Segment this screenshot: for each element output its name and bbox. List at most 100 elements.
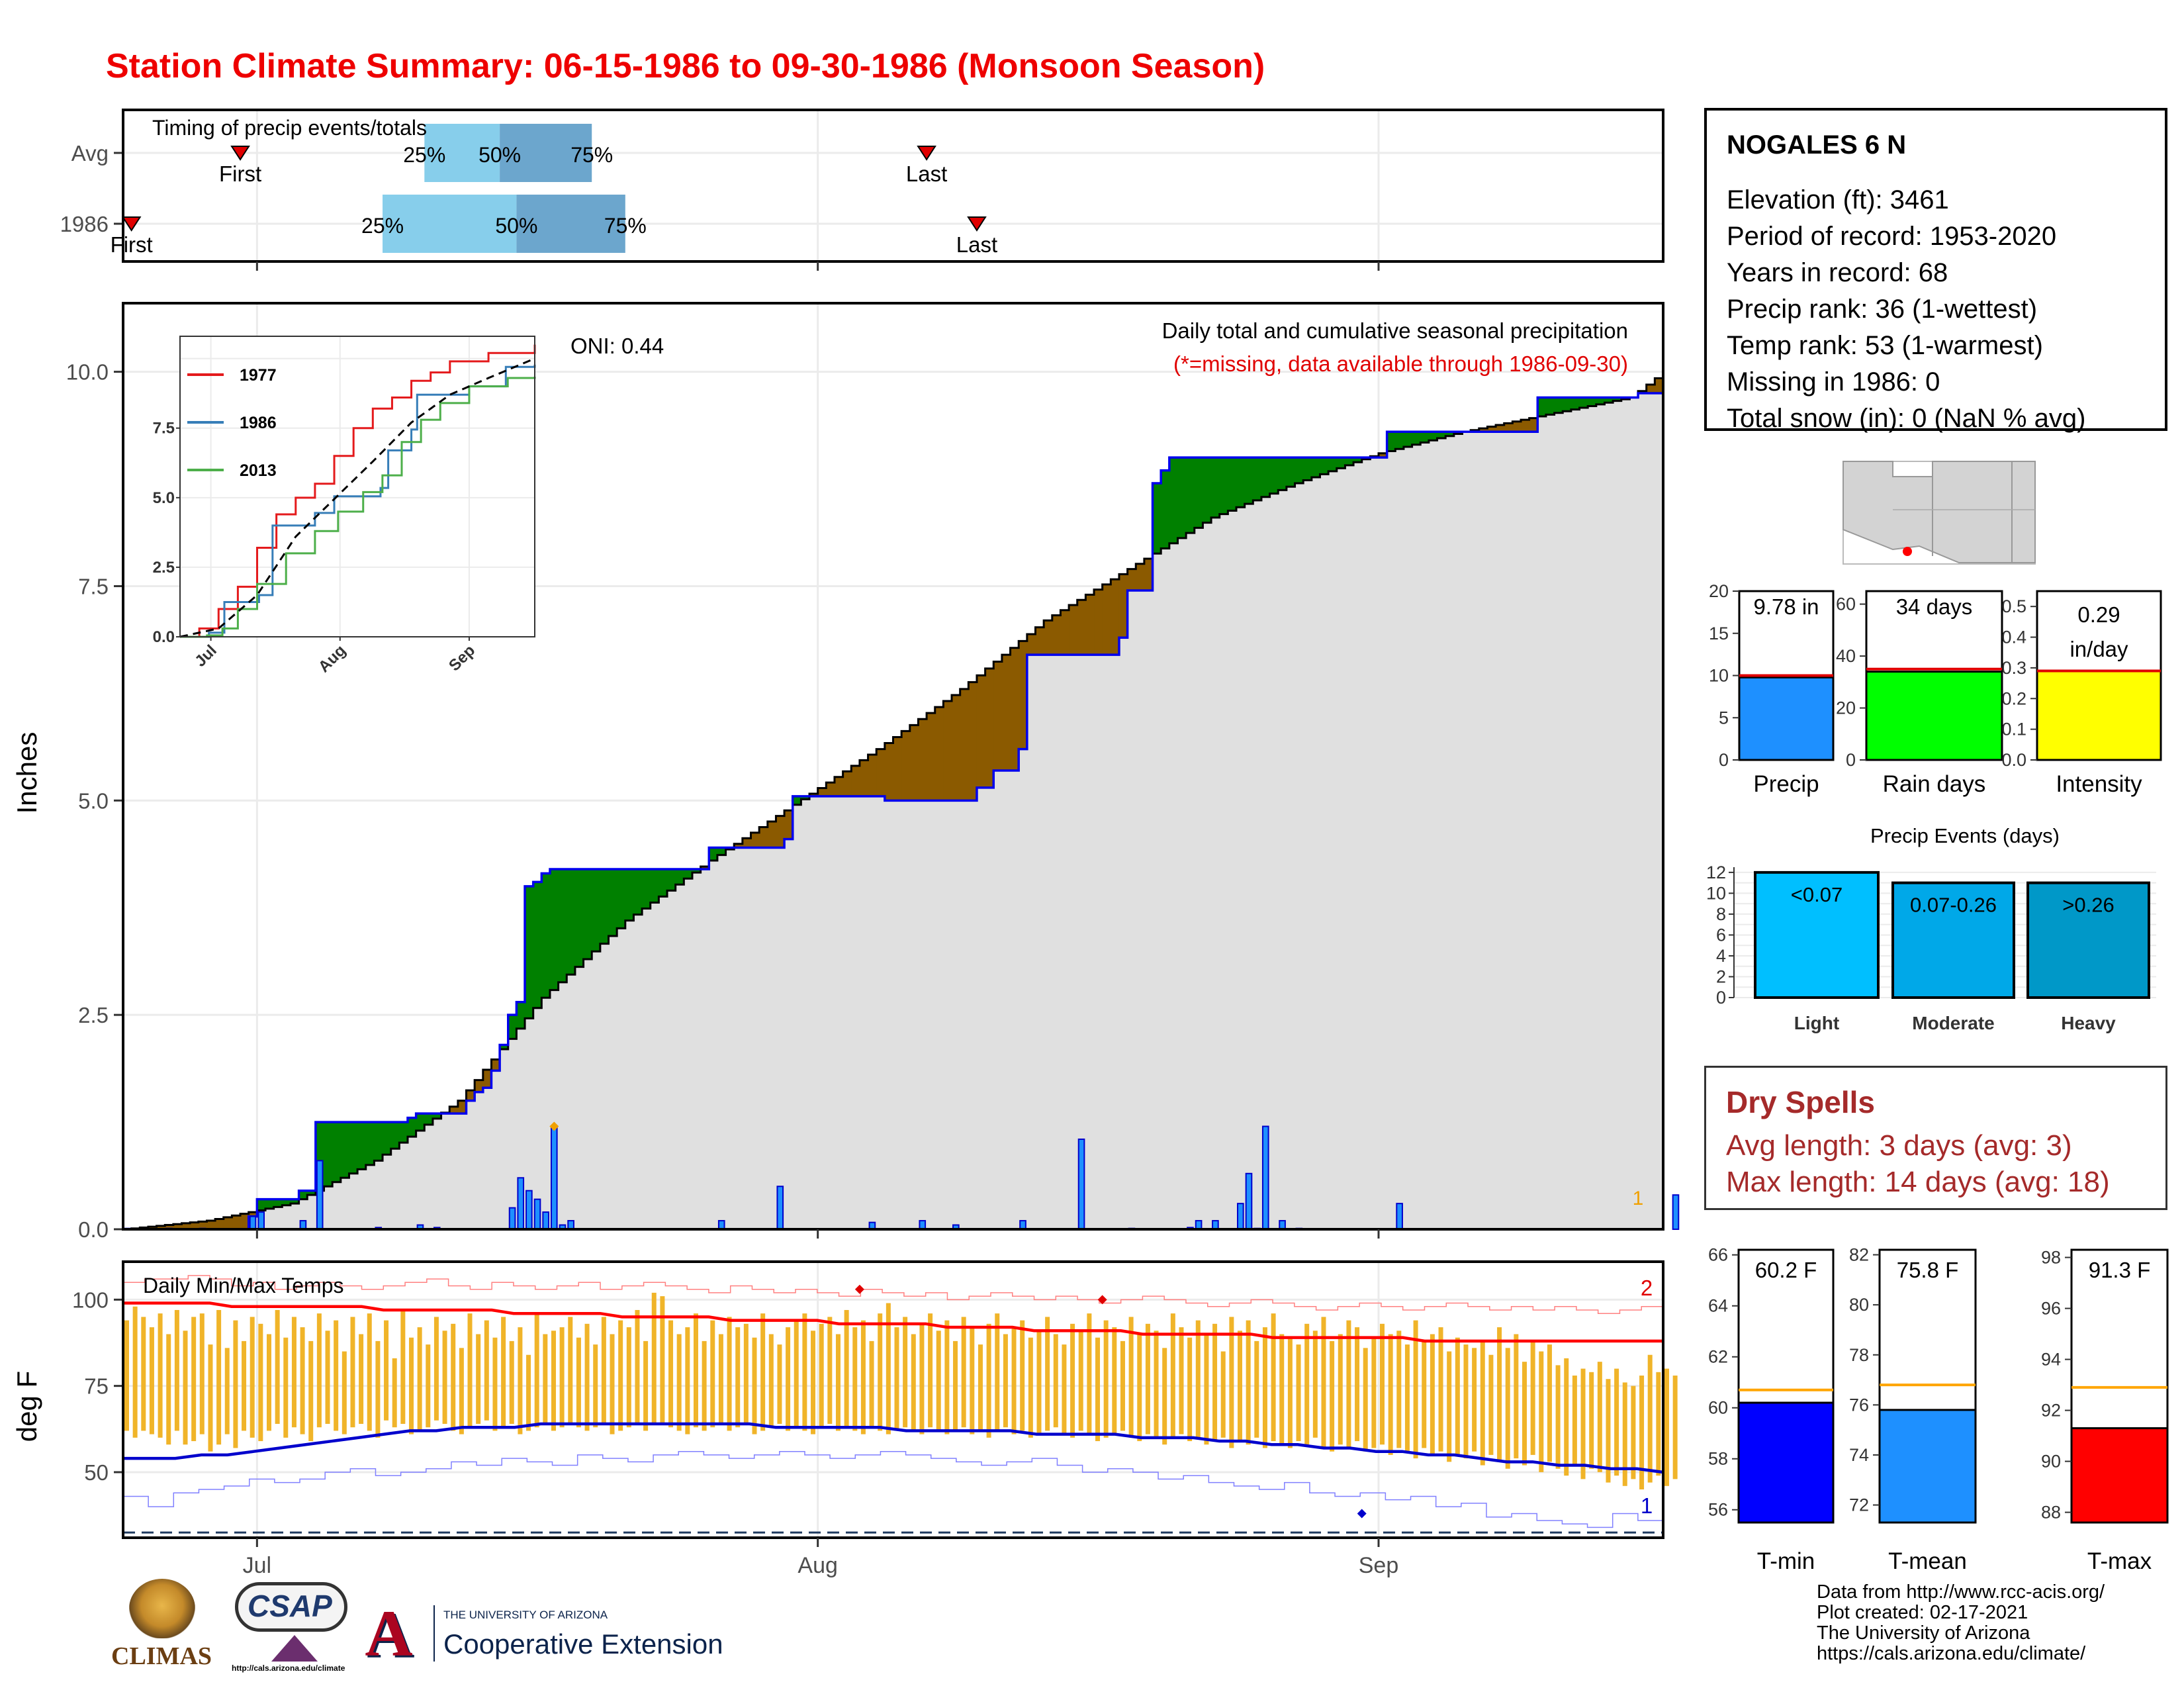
cumulative-fill-cell — [1529, 432, 1538, 1229]
timing-row-label: Avg — [71, 141, 109, 165]
daily-temp-bar — [894, 1327, 899, 1431]
precip-missing-count: 1 — [1633, 1188, 1644, 1209]
daily-temp-bar — [953, 1340, 958, 1431]
cumulative-fill-cell — [1403, 446, 1413, 1229]
above-average-cell — [1445, 432, 1455, 436]
cumulative-fill-cell — [918, 800, 927, 1229]
above-average-cell — [1169, 457, 1179, 543]
daily-temp-bar — [300, 1327, 305, 1434]
above-average-cell — [399, 1122, 408, 1143]
summary-ytick-label: 5 — [1719, 708, 1729, 727]
daily-precip-bar — [257, 1211, 265, 1231]
daily-temp-bar — [819, 1323, 824, 1428]
below-average-cell — [834, 776, 844, 796]
ua-small-text: THE UNIVERSITY OF ARIZONA — [443, 1609, 608, 1621]
below-average-cell — [475, 1080, 484, 1092]
daily-temp-bar — [869, 1340, 874, 1428]
above-average-cell — [1570, 397, 1580, 410]
daily-temp-bar — [124, 1320, 129, 1431]
summary-value-label: 0.29 — [2077, 602, 2120, 627]
below-average-cell — [817, 788, 827, 796]
daily-temp-bar — [1647, 1354, 1653, 1483]
below-average-cell — [1026, 634, 1036, 655]
daily-temp-bar — [1036, 1331, 1042, 1434]
daily-temp-bar — [1304, 1323, 1310, 1445]
daily-precip-bar — [1077, 1138, 1085, 1230]
cumulative-fill-cell — [1303, 480, 1312, 1230]
station-line-elevation: Elevation (ft): 3461 — [1727, 185, 1949, 214]
daily-temp-bar — [149, 1327, 154, 1434]
summary-bar-label: Rain days — [1883, 771, 1986, 797]
cumulative-fill-cell — [1077, 655, 1086, 1229]
temp-bar-ytick-label: 66 — [1708, 1245, 1728, 1265]
events-ytick-label: 0 — [1716, 988, 1726, 1008]
daily-temp-bar — [1212, 1323, 1218, 1442]
timing-last-label: Last — [956, 232, 997, 257]
daily-temp-bar — [258, 1323, 263, 1442]
below-average-cell — [449, 1106, 459, 1114]
daily-temp-bar — [308, 1340, 314, 1442]
summary-ytick-label: 40 — [1836, 646, 1856, 666]
above-average-cell — [1194, 457, 1204, 528]
cumulative-fill-cell — [332, 1182, 341, 1229]
daily-temp-bar — [1355, 1327, 1360, 1442]
above-average-cell — [1152, 483, 1161, 554]
timing-first-marker — [230, 146, 250, 161]
above-average-cell — [549, 868, 559, 990]
timing-last-marker — [967, 216, 987, 232]
timing-first-label: First — [111, 232, 153, 257]
temp-bar-ytick-label: 62 — [1708, 1347, 1728, 1367]
temp-bar-ytick-label: 74 — [1849, 1445, 1869, 1465]
above-average-cell — [659, 868, 668, 897]
inset-average-line — [179, 357, 535, 638]
cumulative-fill-cell — [1646, 393, 1655, 1229]
below-average-cell — [190, 1222, 199, 1229]
cumulative-fill-cell — [960, 800, 969, 1229]
station-info-box: NOGALES 6 N Elevation (ft): 3461 Period … — [1704, 108, 2167, 433]
daily-temp-bar — [1120, 1340, 1125, 1431]
cumulative-fill-cell — [1563, 411, 1572, 1229]
daily-temp-bar — [501, 1317, 506, 1428]
above-average-cell — [1395, 432, 1404, 449]
cumulative-fill-cell — [633, 914, 643, 1229]
inset-ytick-label: 0.0 — [153, 628, 175, 646]
events-bin-label: 0.07-0.26 — [1910, 894, 1997, 917]
daily-temp-bar — [970, 1327, 975, 1434]
timing-first-label: First — [219, 162, 261, 186]
cumulative-fill-cell — [1203, 522, 1212, 1230]
cumulative-fill-cell — [1010, 770, 1019, 1229]
daily-precip-bar — [550, 1125, 558, 1230]
inset-ytick-label: 2.5 — [153, 559, 175, 577]
cumulative-fill-cell — [1504, 432, 1513, 1229]
cumulative-fill-cell — [1604, 402, 1614, 1229]
daily-temp-bar — [199, 1313, 205, 1434]
inset-ytick-label: 7.5 — [153, 420, 175, 438]
daily-temp-bar — [534, 1313, 539, 1428]
cumulative-fill-cell — [1387, 451, 1396, 1229]
daily-temp-bar — [1555, 1365, 1561, 1469]
cumulative-fill-cell — [583, 959, 592, 1229]
below-average-cell — [1052, 615, 1062, 655]
daily-temp-bar — [350, 1317, 355, 1428]
cumulative-fill-cell — [1521, 432, 1530, 1229]
cumulative-fill-cell — [1136, 590, 1145, 1229]
cumulative-fill-cell — [1278, 490, 1287, 1229]
below-average-cell — [1521, 420, 1530, 432]
daily-temp-bar — [400, 1309, 406, 1424]
cumulative-fill-cell — [717, 855, 727, 1229]
csap-url: http://cals.arizona.edu/climate — [232, 1664, 345, 1673]
temp-bar-label: T-mean — [1888, 1548, 1967, 1574]
below-average-cell — [156, 1225, 165, 1229]
above-average-cell — [1211, 457, 1220, 518]
above-average-cell — [332, 1122, 341, 1182]
events-ytick-label: 8 — [1716, 904, 1726, 924]
summary-bar-label: Intensity — [2056, 771, 2142, 797]
daily-temp-bar — [1145, 1323, 1150, 1434]
cumulative-fill-cell — [1085, 655, 1095, 1229]
below-average-cell — [901, 731, 911, 801]
above-average-cell — [1345, 457, 1354, 465]
below-average-cell — [968, 682, 978, 801]
daily-temp-bar — [1271, 1313, 1276, 1442]
inset-legend-label: 2013 — [240, 461, 277, 480]
summary-bar-label: Precip — [1753, 771, 1819, 797]
